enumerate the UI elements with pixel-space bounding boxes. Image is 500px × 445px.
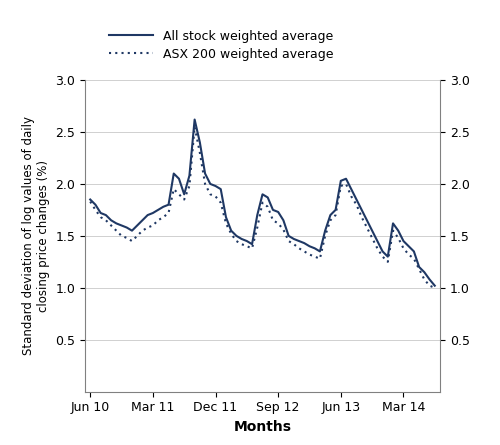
Y-axis label: Standard deviation of log values of daily
closing price changes (%): Standard deviation of log values of dail…: [22, 116, 50, 356]
Legend: All stock weighted average, ASX 200 weighted average: All stock weighted average, ASX 200 weig…: [109, 30, 333, 61]
X-axis label: Months: Months: [234, 420, 292, 434]
